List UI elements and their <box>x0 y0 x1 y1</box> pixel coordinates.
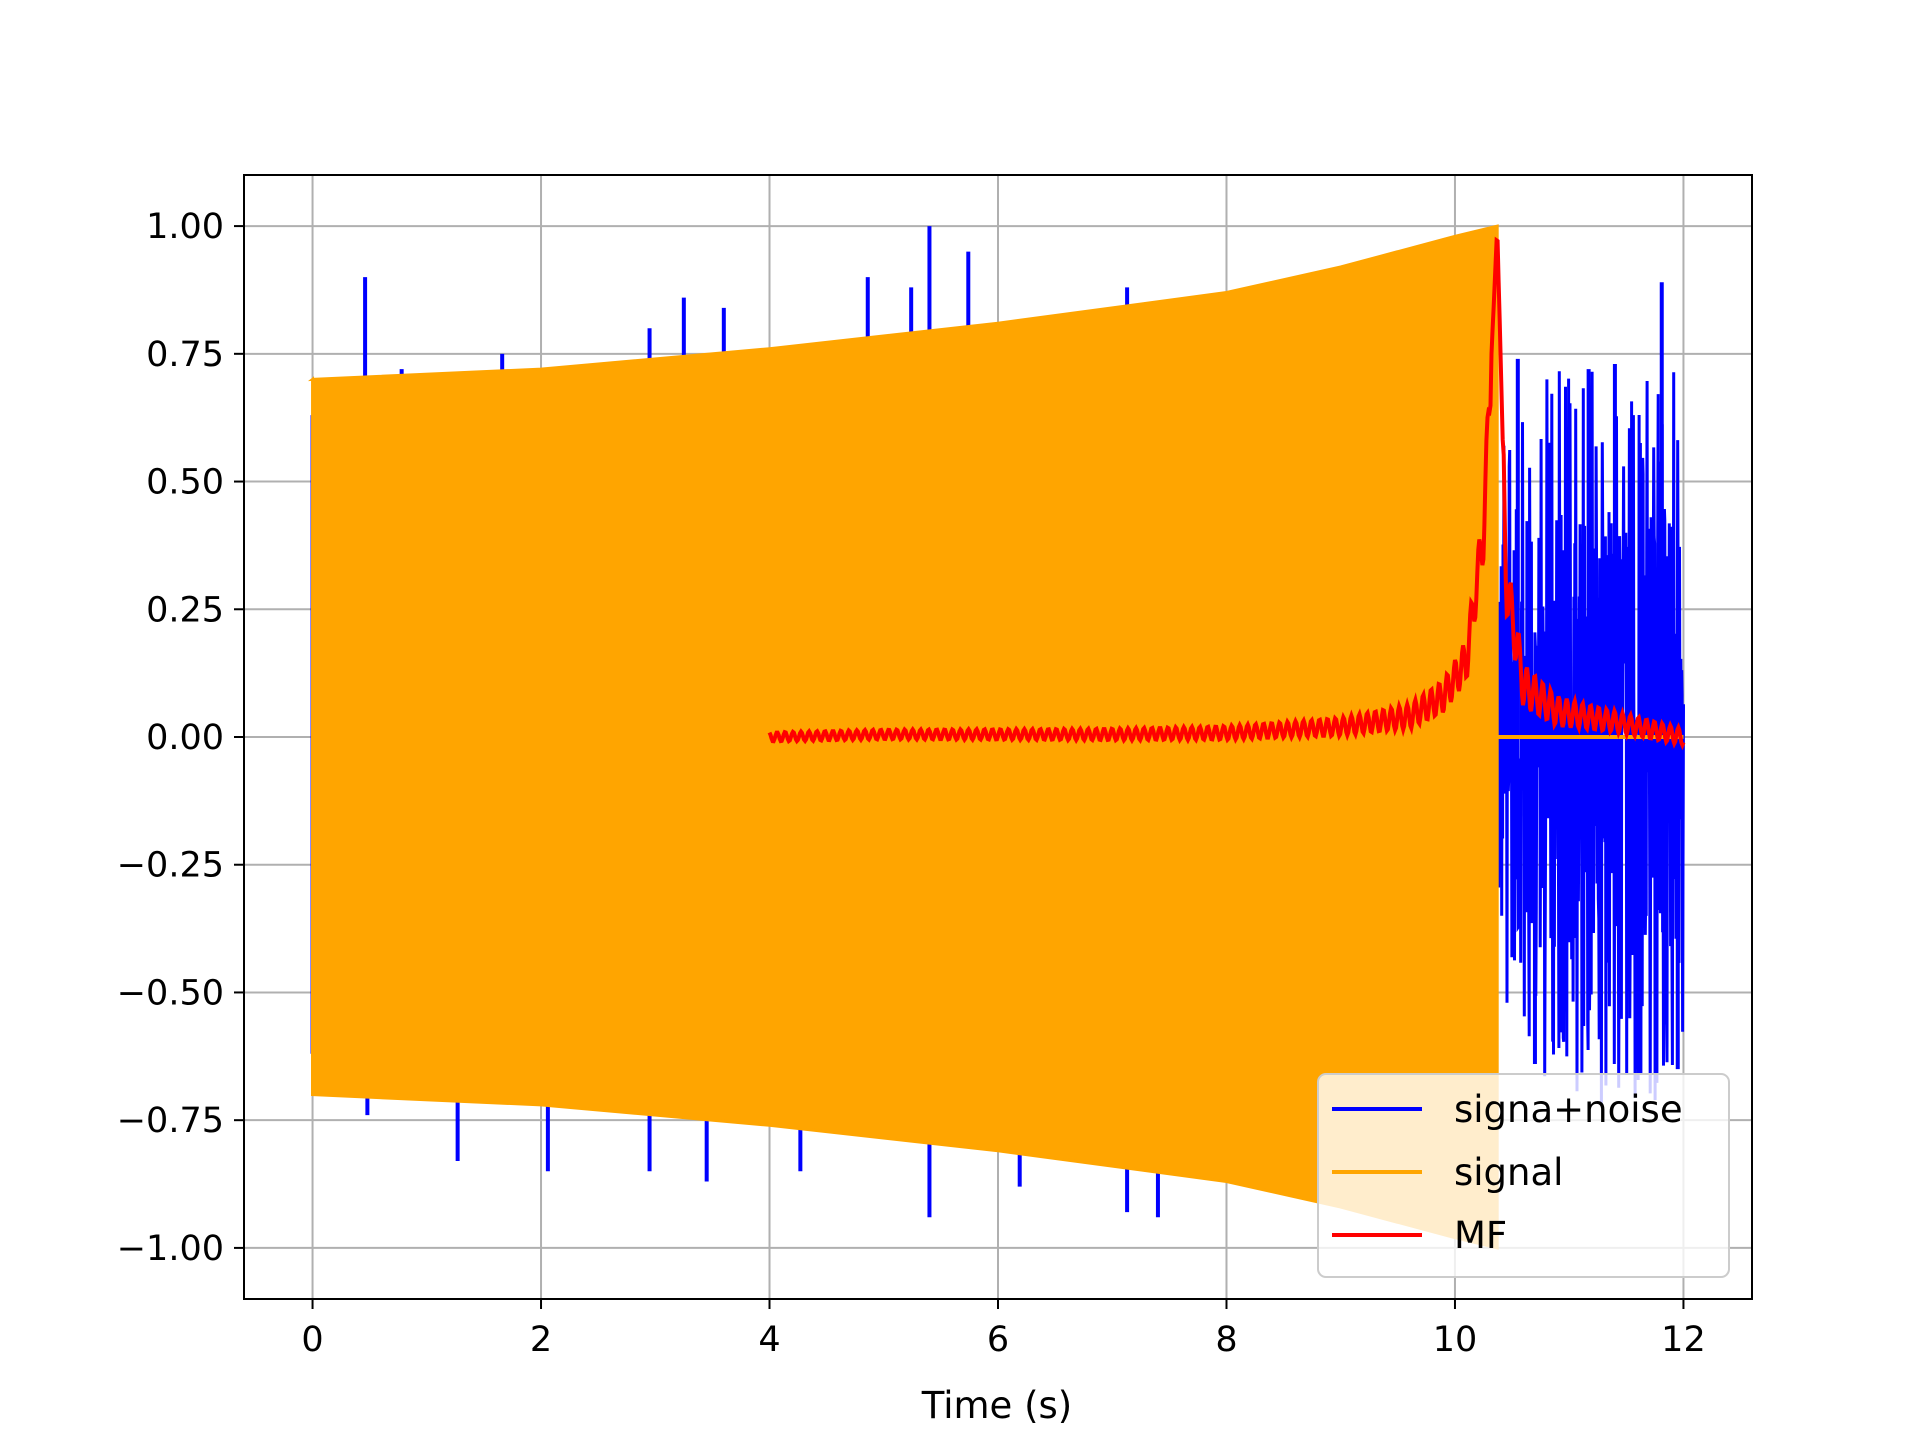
x-tick-label: 6 <box>987 1320 1009 1360</box>
y-tick-label: 0.25 <box>146 590 224 630</box>
legend-box <box>1317 1073 1730 1278</box>
legend: signa+noise signal MF <box>1317 1073 1730 1278</box>
x-axis: 0 2 4 6 8 10 12 <box>301 1299 1706 1360</box>
x-tick-label: 8 <box>1215 1320 1237 1360</box>
y-tick-label: 0.00 <box>146 718 224 758</box>
signal-envelope <box>307 224 1499 1250</box>
y-axis: 1.00 0.75 0.50 0.25 0.00 −0.25 −0.50 −0.75 −1.00 <box>117 207 244 1269</box>
x-axis-label: Time (s) <box>921 1384 1072 1427</box>
x-tick-label: 0 <box>301 1320 323 1360</box>
y-tick-label: −0.75 <box>117 1101 224 1141</box>
y-tick-label: −0.25 <box>117 846 224 886</box>
y-tick-label: −1.00 <box>117 1229 224 1269</box>
x-tick-label: 10 <box>1433 1320 1478 1360</box>
y-tick-label: −0.50 <box>117 973 224 1013</box>
x-tick-label: 12 <box>1661 1320 1706 1360</box>
y-tick-label: 0.50 <box>146 463 224 503</box>
legend-label-mf: MF <box>1454 1214 1507 1257</box>
y-tick-label: 0.75 <box>146 335 224 375</box>
legend-label-signal: signal <box>1454 1151 1563 1194</box>
legend-label-signa-noise: signa+noise <box>1454 1088 1683 1131</box>
y-tick-label: 1.00 <box>146 207 224 247</box>
x-tick-label: 2 <box>530 1320 552 1360</box>
series-mf <box>767 236 1686 751</box>
mf-line <box>767 236 1686 751</box>
x-tick-label: 4 <box>758 1320 780 1360</box>
